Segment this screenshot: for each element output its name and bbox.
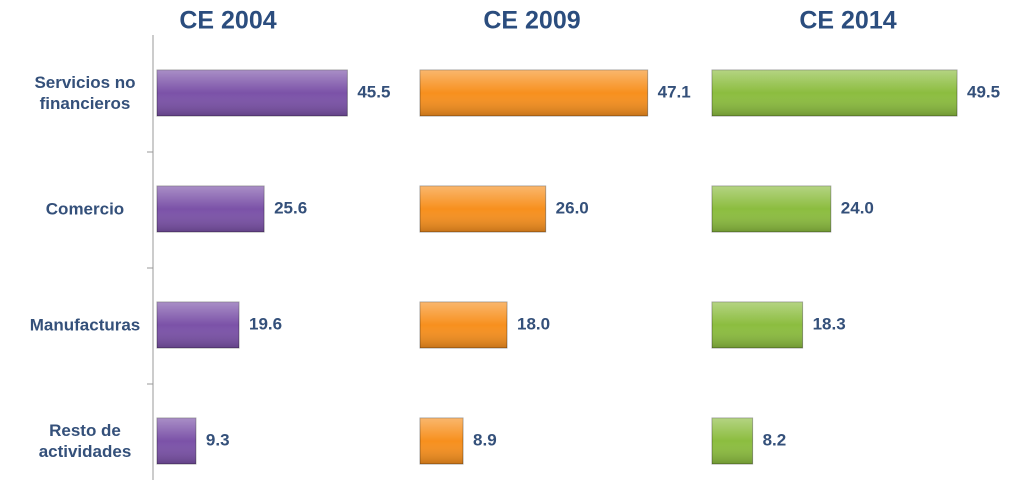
- value-label: 49.5: [967, 82, 1000, 101]
- value-label: 18.3: [813, 314, 846, 333]
- value-label: 8.9: [473, 430, 497, 449]
- value-label: 26.0: [556, 198, 589, 217]
- bar-shade: [420, 302, 507, 348]
- bar-shade: [157, 186, 265, 232]
- bar-shade: [712, 418, 753, 464]
- category-label: Comercio: [45, 199, 125, 219]
- panel-title: CE 2014: [799, 7, 896, 35]
- category-label: Servicios no financieros: [34, 73, 136, 113]
- panel-title: CE 2009: [483, 7, 580, 35]
- bar-shade: [712, 186, 831, 232]
- bar-shade: [420, 186, 546, 232]
- panel-title: CE 2004: [179, 7, 276, 35]
- value-label: 19.6: [249, 314, 282, 333]
- bar-shade: [712, 70, 958, 116]
- value-label: 47.1: [658, 82, 691, 101]
- bar-shade: [712, 302, 803, 348]
- bar-shade: [420, 70, 648, 116]
- bar-shade: [157, 70, 348, 116]
- category-label: Resto de actividades: [38, 421, 132, 461]
- bar-shade: [157, 302, 239, 348]
- value-label: 45.5: [357, 82, 390, 101]
- bar-shade: [420, 418, 464, 464]
- category-label: Manufacturas: [29, 315, 141, 335]
- bar-shade: [157, 418, 196, 464]
- value-label: 18.0: [517, 314, 550, 333]
- value-label: 25.6: [274, 198, 307, 217]
- value-label: 8.2: [763, 430, 787, 449]
- value-label: 9.3: [206, 430, 230, 449]
- value-label: 24.0: [841, 198, 874, 217]
